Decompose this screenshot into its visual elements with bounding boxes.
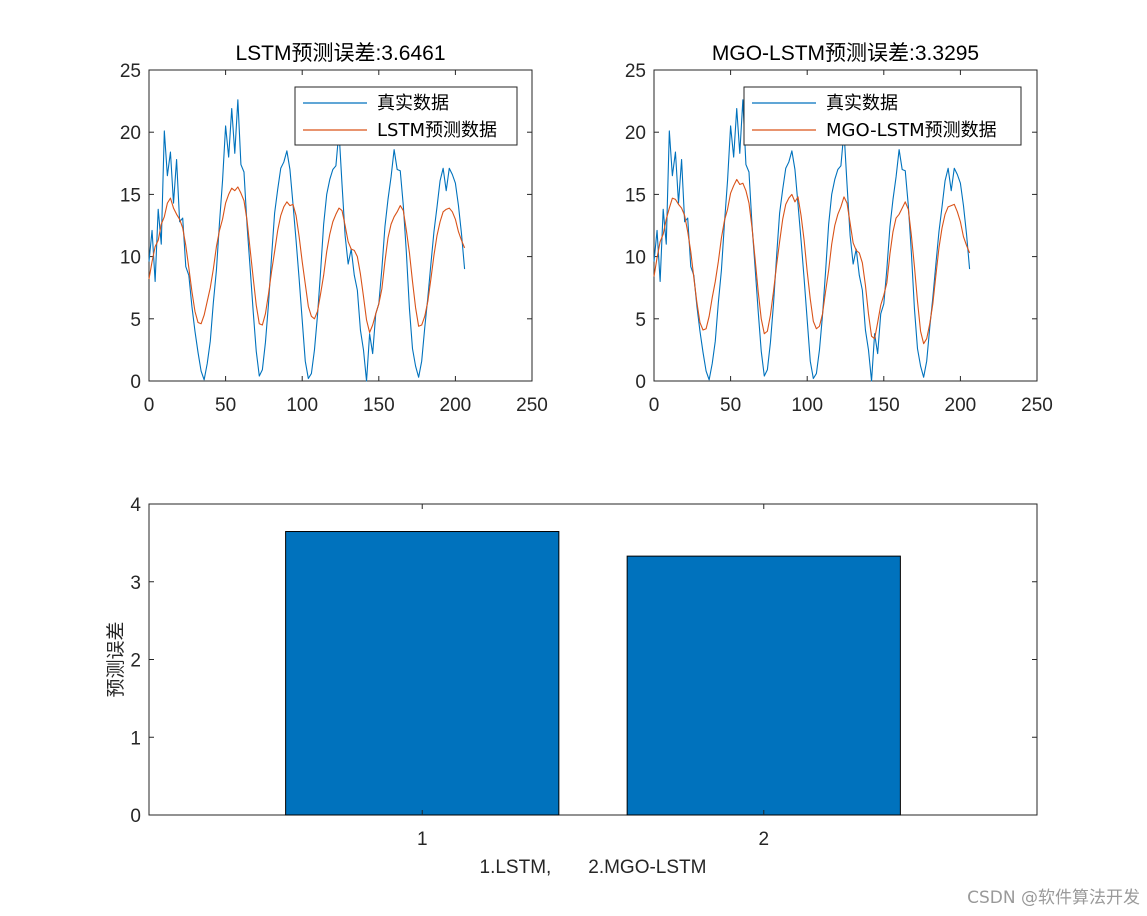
y-tick-label: 1 <box>130 728 141 749</box>
error-bar-chart: 1 2 0 1 2 3 4 1.LSTM, 2.MGO-LSTM 预测误差 <box>105 495 1038 878</box>
mgo-lstm-line-chart: 0 50 100 150 200 250 0 5 10 15 20 25 MGO-LSTM预测误差:3.… <box>625 42 1053 416</box>
y-tick-label: 20 <box>120 123 141 144</box>
x-tick-label: 150 <box>363 395 395 416</box>
x-tick-label: 250 <box>1021 395 1053 416</box>
y-tick-label: 25 <box>625 61 646 82</box>
x-tick-label: 0 <box>144 395 155 416</box>
legend-box <box>294 86 518 146</box>
y-tick-label: 10 <box>120 248 141 269</box>
legend-entry-2: MGO-LSTM预测数据 <box>826 120 997 141</box>
y-tick-label: 0 <box>130 372 141 393</box>
y-tick-label: 25 <box>120 61 141 82</box>
x-tick-label: 50 <box>720 395 741 416</box>
y-tick-label: 15 <box>625 185 646 206</box>
y-tick-label: 10 <box>625 248 646 269</box>
series-line-2 <box>148 186 466 334</box>
series-line-2 <box>653 178 971 345</box>
y-tick-label: 0 <box>130 806 141 827</box>
x-tick-label: 2 <box>758 829 769 850</box>
legend-box <box>743 86 1022 146</box>
y-tick-label: 5 <box>130 310 141 331</box>
x-tick-label: 150 <box>868 395 900 416</box>
bar-2 <box>626 555 901 816</box>
y-tick-label: 5 <box>635 310 646 331</box>
x-tick-label: 100 <box>791 395 823 416</box>
x-tick-label: 0 <box>649 395 660 416</box>
csdn-watermark: CSDN @软件算法开发 <box>967 888 1140 908</box>
x-tick-label: 100 <box>286 395 318 416</box>
bar-plot-area <box>148 503 1038 816</box>
y-tick-label: 0 <box>635 372 646 393</box>
x-tick-label: 250 <box>516 395 548 416</box>
bar-1 <box>285 531 560 816</box>
x-tick-label: 200 <box>945 395 977 416</box>
series-line-1 <box>653 99 971 382</box>
legend-entry-1: 真实数据 <box>377 93 449 114</box>
x-axis-label: 1.LSTM, 2.MGO-LSTM <box>480 857 707 878</box>
y-axis-label: 预测误差 <box>105 621 127 697</box>
x-tick-label: 1 <box>417 829 428 850</box>
legend-entry-2: LSTM预测数据 <box>377 120 497 141</box>
series-line-1 <box>148 99 466 382</box>
chart-title: LSTM预测误差:3.6461 <box>235 42 445 65</box>
y-tick-label: 4 <box>130 495 141 516</box>
y-tick-label: 3 <box>130 573 141 594</box>
lstm-line-chart: 0 50 100 150 200 250 0 5 10 15 20 25 LSTM预测误差:3.6461… <box>120 42 548 416</box>
x-tick-label: 50 <box>215 395 236 416</box>
legend-entry-1: 真实数据 <box>826 93 898 114</box>
y-tick-label: 20 <box>625 123 646 144</box>
x-tick-label: 200 <box>440 395 472 416</box>
y-tick-label: 2 <box>130 651 141 672</box>
y-tick-label: 15 <box>120 185 141 206</box>
chart-title: MGO-LSTM预测误差:3.3295 <box>712 42 979 65</box>
